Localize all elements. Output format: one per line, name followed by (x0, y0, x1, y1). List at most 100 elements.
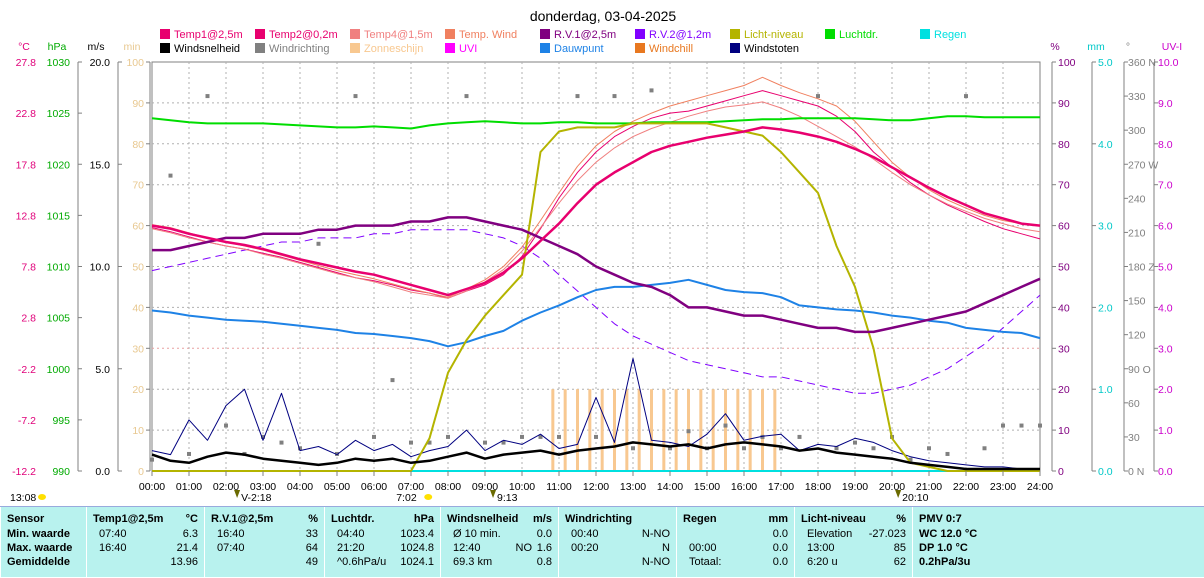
tick-label-pressure: 1030 (47, 57, 71, 69)
stats-row-label: 0.2hPa/3u (919, 556, 971, 568)
stats-row-value: -27.023 (868, 528, 906, 540)
sun-marker-label: 13:08 (10, 492, 36, 504)
tick-label-light: 60 (132, 221, 144, 233)
legend-item-label: Temp1@2,5m (174, 29, 243, 41)
x-tick-label: 22:00 (953, 481, 979, 493)
stats-panel-sensor: Sensor Min. waarde Max. waarde Gemiddelde (0, 507, 86, 578)
x-tick-label: 24:00 (1027, 481, 1053, 493)
x-tick-label: 10:00 (509, 481, 535, 493)
tick-label-direction: 180 Z (1128, 262, 1155, 274)
windrichting-point (1038, 423, 1042, 428)
stats-row-time: 00:20 (571, 542, 599, 554)
tick-label-rain: 2.0 (1098, 302, 1113, 314)
windrichting-point (205, 94, 210, 99)
stats-row-time: Ø 10 min. (453, 528, 501, 540)
x-tick-label: 12:00 (583, 481, 609, 493)
series-line-luchtdr (151, 115, 1040, 130)
windrichting-point (390, 378, 395, 383)
legend-swatch (160, 43, 170, 53)
x-tick-label: 11:00 (546, 481, 572, 493)
sun-marker-label: 7:02 (396, 492, 417, 504)
zonneschijn-bar (650, 389, 653, 471)
stats-row-time: 00:40 (571, 528, 599, 540)
axis-unit-direction: ° (1126, 41, 1130, 53)
zonneschijn-bar (588, 389, 592, 471)
zonneschijn-bar (724, 389, 727, 471)
stats-unit-luchtdr: hPa (413, 513, 434, 525)
legend-swatch (635, 43, 645, 53)
stats-panel-temp: Temp1@2,5m °C 07:40 6.3 16:40 21.4 13.96 (86, 507, 204, 578)
x-tick-label: 08:00 (435, 481, 461, 493)
windrichting-dots (150, 88, 1042, 462)
windrichting-point (409, 440, 413, 445)
tick-label-temp: 17.8 (16, 159, 37, 171)
time-marker-label: 20:10 (902, 492, 928, 504)
tick-label-pressure: 990 (52, 466, 70, 478)
x-tick-label: 02:00 (213, 481, 239, 493)
tick-label-pressure: 1005 (47, 313, 71, 325)
windrichting-point (575, 94, 580, 99)
legend-swatch (350, 29, 360, 39)
windrichting-point (557, 434, 561, 439)
x-tick-label: 17:00 (768, 481, 794, 493)
series-line-windstoten (151, 358, 1040, 470)
tick-label-light: 50 (132, 262, 144, 274)
stats-row-value: 1.6 (536, 542, 552, 554)
stats-row-value: 1023.4 (400, 528, 434, 540)
tick-label-direction: 210 (1128, 227, 1146, 239)
windrichting-point (927, 446, 931, 451)
stats-title-wind: Windsnelheid (447, 513, 519, 525)
windrichting-point (168, 173, 173, 178)
windrichting-point (1019, 423, 1024, 428)
legend-swatch (445, 43, 455, 53)
stats-title-luchtdr: Luchtdr. (331, 513, 375, 525)
tick-label-direction: 120 (1128, 330, 1146, 342)
zonneschijn-bar (662, 389, 666, 471)
stats-row-value: 21.4 (176, 542, 198, 554)
tick-label-pressure: 1025 (47, 108, 71, 120)
tick-label-humidity: 30 (1058, 343, 1070, 355)
x-axis-ticks: 00:00 01:00 02:00 03:00 04:00 05:00 06:00 07:00… (139, 471, 1053, 493)
windrichting-point (853, 440, 857, 445)
windrichting-point (982, 446, 987, 451)
windrichting-point (261, 434, 265, 439)
legend-swatch (540, 29, 550, 39)
tick-label-uv: 9.0 (1158, 98, 1173, 110)
stats-row-value: 1024.1 (400, 556, 434, 568)
tick-label-temp: 22.8 (16, 108, 37, 120)
tick-label-wind: 0.0 (95, 466, 110, 478)
axis-unit-pressure: hPa (48, 41, 67, 53)
tick-label-temp: 12.8 (16, 210, 37, 222)
tick-label-direction: 0 N (1128, 466, 1144, 478)
legend-swatch (540, 43, 550, 53)
windrichting-point (834, 446, 839, 451)
stats-panel-rv: R.V.1@2,5m% 16:40 33 07:40 64 49 (204, 507, 324, 578)
x-tick-label: 21:00 (916, 481, 942, 493)
tick-label-uv: 4.0 (1158, 302, 1173, 314)
x-tick-label: 05:00 (324, 481, 350, 493)
tick-label-humidity: 100 (1058, 57, 1076, 69)
zonneschijn-bar (563, 389, 567, 471)
tick-label-temp: 2.8 (21, 313, 36, 325)
stats-row-direction: NO (515, 542, 533, 554)
x-tick-label: 15:00 (694, 481, 720, 493)
stats-row-time: 07:40 (217, 542, 245, 554)
stats-row-value: 0.8 (536, 556, 552, 568)
legend-swatch (255, 29, 265, 39)
windrichting-point (649, 88, 654, 93)
tick-label-light: 20 (132, 384, 144, 396)
windrichting-point (372, 434, 376, 439)
tick-label-light: 40 (132, 302, 144, 314)
windrichting-point (964, 94, 968, 99)
windrichting-point (631, 446, 635, 451)
legend-item-label: Windrichting (269, 43, 330, 55)
time-marker-label: V-2:18 (241, 492, 272, 504)
legend-item-label: Regen (934, 29, 966, 41)
tick-label-wind: 20.0 (90, 57, 111, 69)
legend-swatch (730, 43, 740, 53)
tick-label-direction: 330 (1128, 91, 1146, 103)
stats-panel-wind: Windsnelheid m/s Ø 10 min. 0.0 12:40 NO 1.6 69.… (440, 507, 558, 578)
tick-label-humidity: 40 (1058, 302, 1070, 314)
tick-label-uv: 1.0 (1158, 425, 1173, 437)
zonneschijn-bar (551, 389, 555, 471)
